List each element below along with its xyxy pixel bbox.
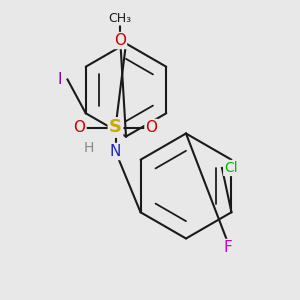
Text: I: I xyxy=(58,72,62,87)
Text: F: F xyxy=(224,240,232,255)
Text: O: O xyxy=(114,33,126,48)
Text: S: S xyxy=(109,118,122,136)
Text: CH₃: CH₃ xyxy=(108,11,132,25)
Text: N: N xyxy=(110,144,121,159)
Text: O: O xyxy=(146,120,158,135)
Text: H: H xyxy=(83,141,94,154)
Text: O: O xyxy=(74,120,86,135)
Text: Cl: Cl xyxy=(224,161,238,175)
